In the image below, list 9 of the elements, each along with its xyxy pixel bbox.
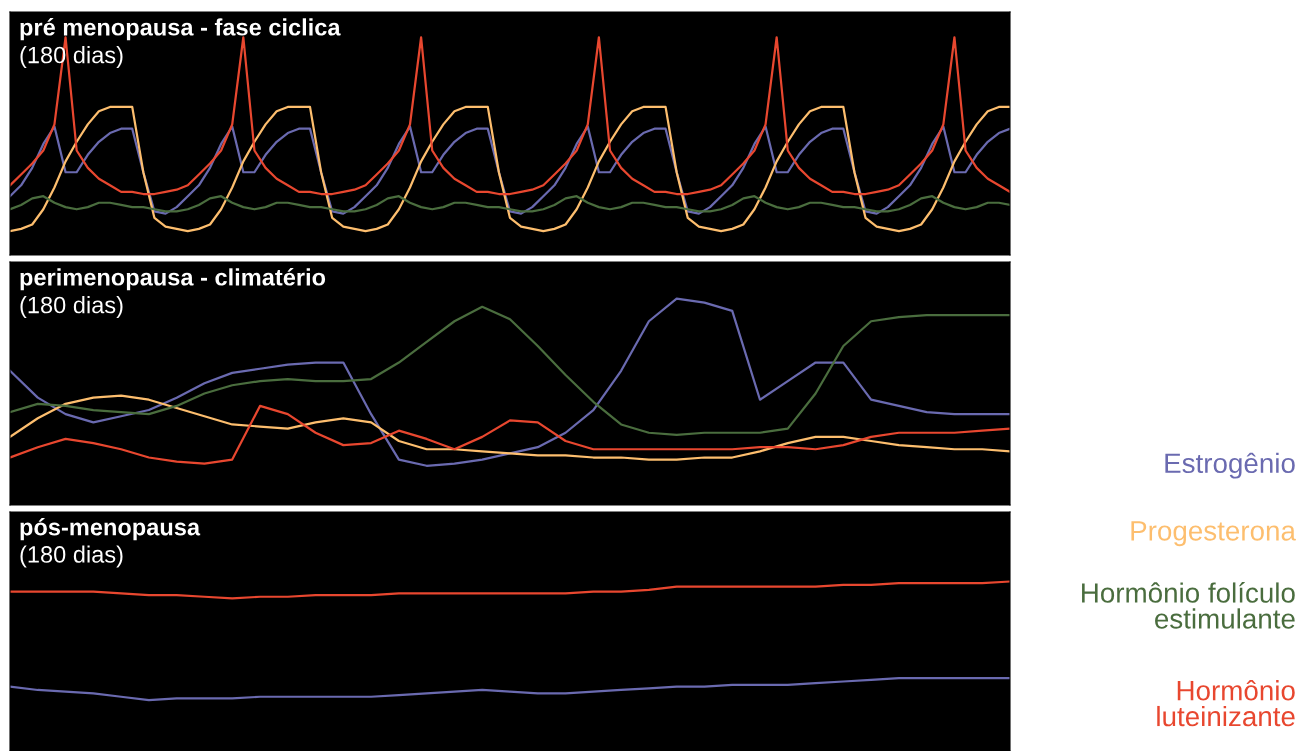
chart-subtitle: (180 dias) [20,545,123,568]
text: Progesterona [1131,521,1296,547]
text: Hormônio folículo estimulante [1082,582,1295,629]
chart-title: pós-menopausa [20,517,201,541]
text: Hormônio luteinizante [1157,679,1295,727]
text: Estrogênio [1165,452,1295,479]
chart-title: perimenopausa - climatério [20,268,326,291]
chart-title: pré menopausa - fase ciclica [20,18,341,41]
chart-subtitle: (180 dias) [20,296,123,319]
